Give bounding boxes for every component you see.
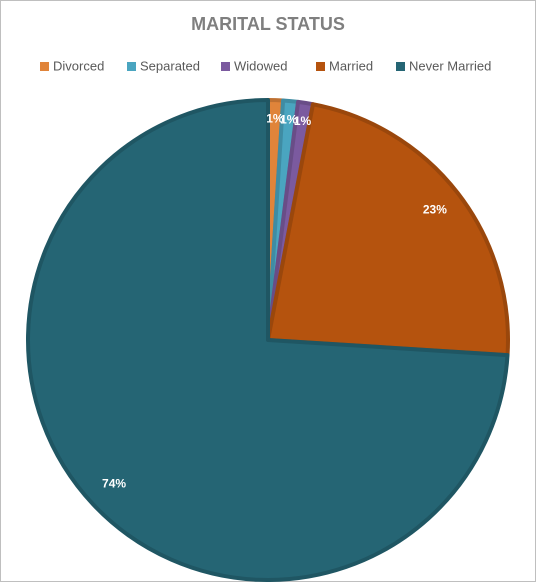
legend-label: Married (329, 58, 373, 73)
legend-swatch (127, 62, 136, 71)
legend-swatch (316, 62, 325, 71)
data-label: 1% (294, 114, 312, 128)
legend-swatch (396, 62, 405, 71)
legend-label: Never Married (409, 58, 491, 73)
chart-title: MARITAL STATUS (191, 14, 345, 34)
data-label: 74% (102, 477, 126, 491)
data-label: 1% (280, 112, 298, 126)
data-label: 23% (423, 203, 447, 217)
pie-slice (266, 102, 510, 358)
data-label: 1% (266, 111, 284, 125)
legend-label: Widowed (234, 58, 287, 73)
legend-label: Divorced (53, 58, 104, 73)
legend-swatch (40, 62, 49, 71)
legend-label: Separated (140, 58, 200, 73)
pie-slice (26, 98, 510, 582)
legend-swatch (221, 62, 230, 71)
